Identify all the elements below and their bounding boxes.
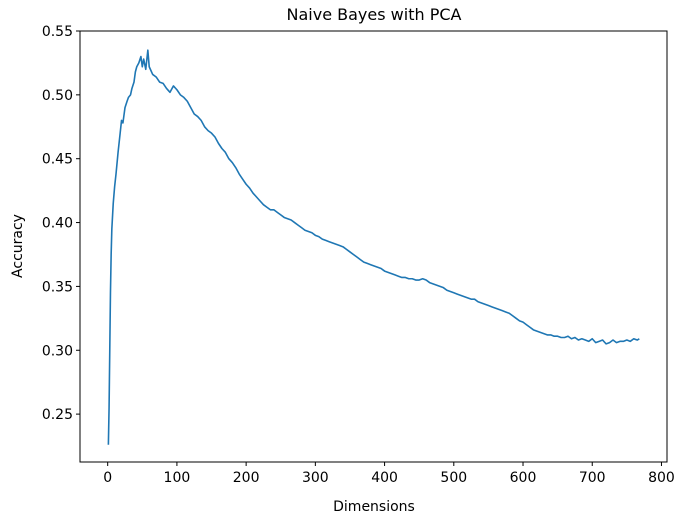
x-tick-label: 400 [371,470,398,486]
x-tick-label: 800 [648,470,675,486]
x-tick-label: 600 [510,470,537,486]
plot-area [107,49,640,445]
y-tick-label: 0.45 [42,152,73,168]
x-tick-label: 200 [233,470,260,486]
y-tick-label: 0.35 [42,279,73,295]
chart-title: Naive Bayes with PCA [287,5,462,24]
x-tick-label: 700 [579,470,606,486]
x-tick-label: 100 [164,470,191,486]
x-tick-label: 300 [302,470,329,486]
y-tick-label: 0.30 [42,343,73,359]
x-axis-label: Dimensions [333,499,415,514]
y-tick-label: 0.50 [42,88,73,104]
y-tick-label: 0.25 [42,407,73,423]
y-axis-ticks: 0.25 0.30 0.35 0.40 0.45 0.50 0.55 [42,24,80,423]
x-axis-ticks: 0 100 200 300 400 500 600 700 800 [103,462,675,486]
series-line [107,49,640,445]
y-tick-label: 0.55 [42,24,73,40]
plot-frame [79,30,668,463]
y-tick-label: 0.40 [42,216,73,232]
y-axis-label: Accuracy [10,214,26,278]
x-tick-label: 0 [103,470,112,486]
x-tick-label: 500 [440,470,467,486]
